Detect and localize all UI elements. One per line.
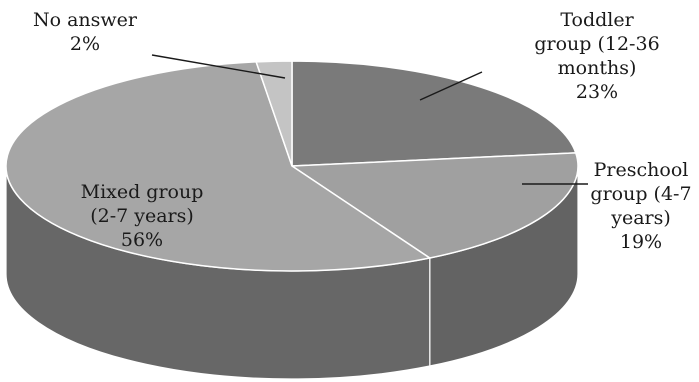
slice-label-mixed: Mixed group (2-7 years) 56% xyxy=(80,181,204,251)
slice-preschool xyxy=(289,152,579,259)
leader-line-no-answer xyxy=(151,54,286,79)
leader-line-toddler xyxy=(419,71,483,101)
slice-label-preschool: Preschool group (4-7 years) 19% xyxy=(590,159,692,253)
slice-label-no-answer: No answer 2% xyxy=(32,9,137,55)
slice-toddler xyxy=(291,60,577,167)
slice-no-answer xyxy=(255,60,293,167)
slice-label-toddler: Toddler group (12-36 months) 23% xyxy=(534,9,660,103)
slice-mixed-group xyxy=(5,61,432,272)
